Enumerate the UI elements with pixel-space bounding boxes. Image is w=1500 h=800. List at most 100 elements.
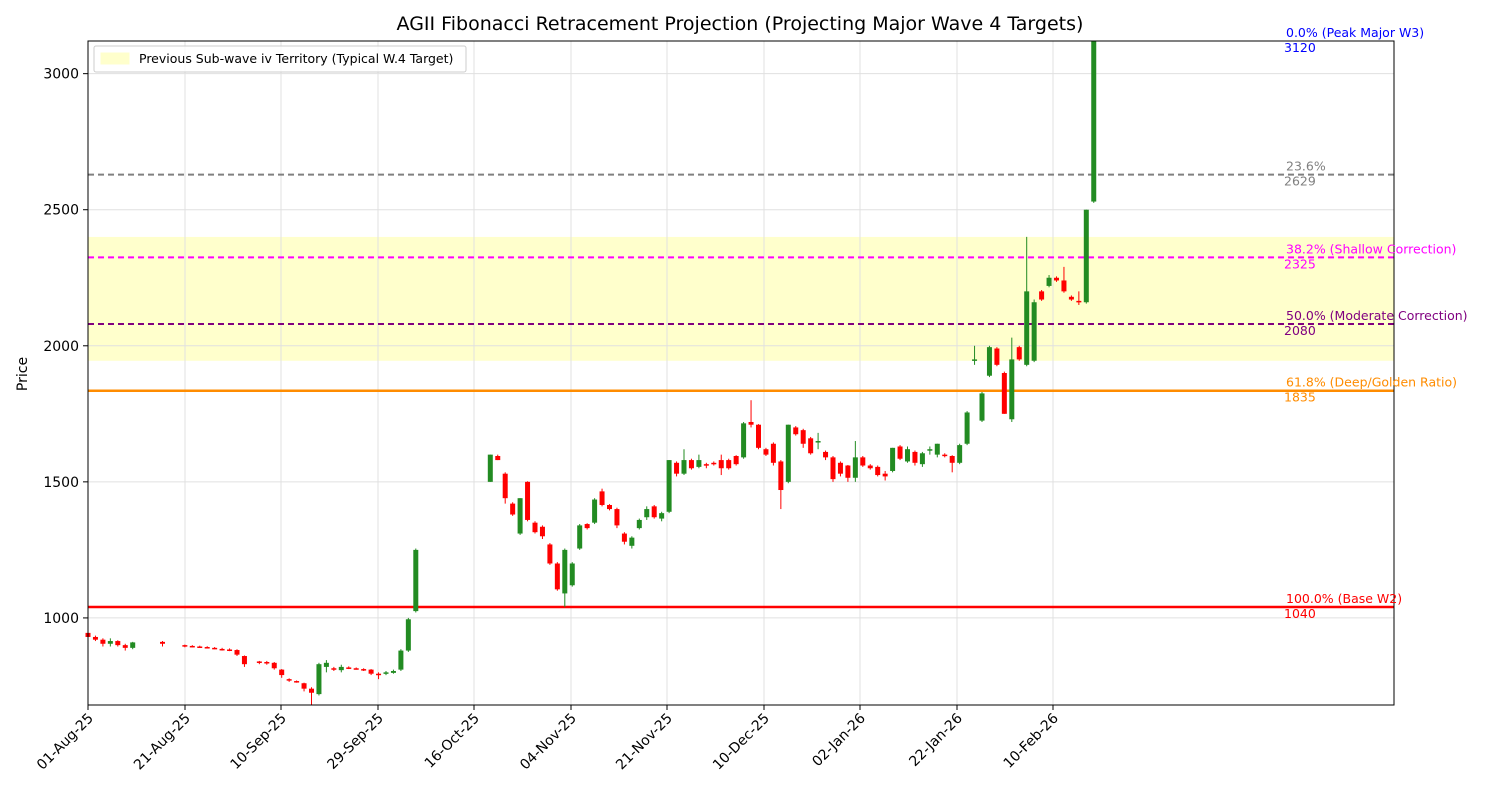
candle-body (323, 662, 329, 667)
x-tick-label: 10-Dec-25 (710, 711, 773, 774)
candle-body (204, 647, 210, 649)
candle-body (294, 681, 300, 683)
chart-title: AGII Fibonacci Retracement Projection (P… (397, 13, 1084, 35)
candle-body (577, 525, 583, 549)
x-tick-label: 16-Oct-25 (422, 711, 483, 772)
candle-body (554, 563, 560, 590)
candle-body (770, 443, 776, 463)
candle-body (130, 642, 136, 648)
fib-value-label: 2325 (1284, 256, 1316, 271)
candle-body (398, 650, 404, 670)
candle-body (949, 456, 955, 463)
candle-body (674, 462, 680, 474)
candle-body (353, 668, 359, 670)
candle-body (837, 462, 843, 474)
candle-body (309, 688, 314, 693)
candle-body (219, 648, 225, 651)
candle-body (934, 443, 940, 455)
y-tick-label: 2000 (43, 339, 79, 355)
candle-body (301, 683, 307, 689)
candles (85, 41, 1097, 705)
candle-body (1039, 291, 1045, 300)
fib-pct-label: 100.0% (Base W2) (1286, 591, 1402, 606)
candle-body (823, 451, 829, 458)
candle-body (115, 641, 121, 646)
candle-body (607, 504, 612, 510)
candle-body (897, 446, 903, 459)
candle-body (390, 670, 396, 673)
candle-body (793, 427, 799, 435)
candle-body (569, 563, 575, 586)
candle-body (972, 359, 978, 361)
candle-body (785, 424, 791, 482)
candle-body (376, 673, 382, 676)
candle-body (1024, 291, 1030, 365)
fib-pct-label: 50.0% (Moderate Correction) (1286, 308, 1468, 323)
y-tick-label: 1000 (43, 611, 79, 627)
candle-body (599, 491, 605, 505)
y-tick-label: 2500 (43, 203, 79, 219)
candle-body (659, 513, 665, 519)
candle-body (763, 449, 769, 455)
candle-body (413, 549, 419, 612)
candle-body (1076, 300, 1082, 303)
candle-body (510, 503, 516, 515)
candle-body (92, 636, 98, 640)
candle-body (368, 669, 374, 674)
subwave-zone (88, 236, 1394, 361)
candle-body (741, 423, 747, 458)
candle-body (241, 656, 247, 665)
candle-body (912, 451, 918, 463)
candle-body (338, 666, 344, 671)
candle-body (808, 438, 814, 454)
candle-body (942, 454, 948, 457)
fib-levels (88, 173, 1394, 609)
candle-body (1068, 296, 1074, 300)
candle-body (733, 456, 739, 465)
candle-body (614, 509, 620, 526)
candle-body (703, 464, 709, 466)
candle-body (234, 650, 240, 655)
x-tick-label: 01-Aug-25 (34, 711, 97, 774)
candle-body (830, 457, 836, 480)
candle-body (696, 460, 702, 467)
x-tick-label: 22-Jan-26 (906, 710, 966, 770)
legend: Previous Sub-wave iv Territory (Typical … (93, 45, 467, 73)
candle-body (1054, 277, 1059, 281)
candle-body (160, 641, 165, 644)
candle-body (979, 393, 985, 421)
candle-body (502, 473, 508, 499)
candle-body (271, 662, 277, 669)
candle-body (525, 481, 531, 520)
candle-body (875, 466, 881, 476)
plot-frame (87, 40, 1395, 706)
candle-body (346, 667, 352, 669)
candle-body (487, 454, 493, 482)
candle-body (718, 460, 724, 469)
candle-body (227, 649, 233, 651)
x-tick-label: 04-Nov-25 (517, 711, 580, 774)
candle-body (629, 537, 635, 546)
candle-body (495, 456, 501, 461)
candle-body (726, 460, 732, 469)
candle-body (711, 462, 717, 465)
candle-body (361, 669, 367, 671)
fib-value-label: 1040 (1284, 606, 1316, 621)
candle-body (1046, 277, 1052, 286)
candle-body (383, 672, 389, 674)
candle-body (905, 449, 910, 462)
candle-body (1009, 359, 1015, 420)
candle-body (189, 645, 195, 648)
candle-body (927, 449, 933, 451)
legend-box (93, 45, 467, 73)
candle-body (957, 445, 963, 463)
candle-body (860, 457, 866, 466)
candle-body (852, 457, 858, 478)
candle-body (182, 645, 188, 647)
candle-body (994, 348, 1000, 365)
x-tick-label: 02-Jan-26 (809, 710, 869, 770)
candle-body (890, 447, 896, 471)
candle-body (286, 679, 292, 681)
